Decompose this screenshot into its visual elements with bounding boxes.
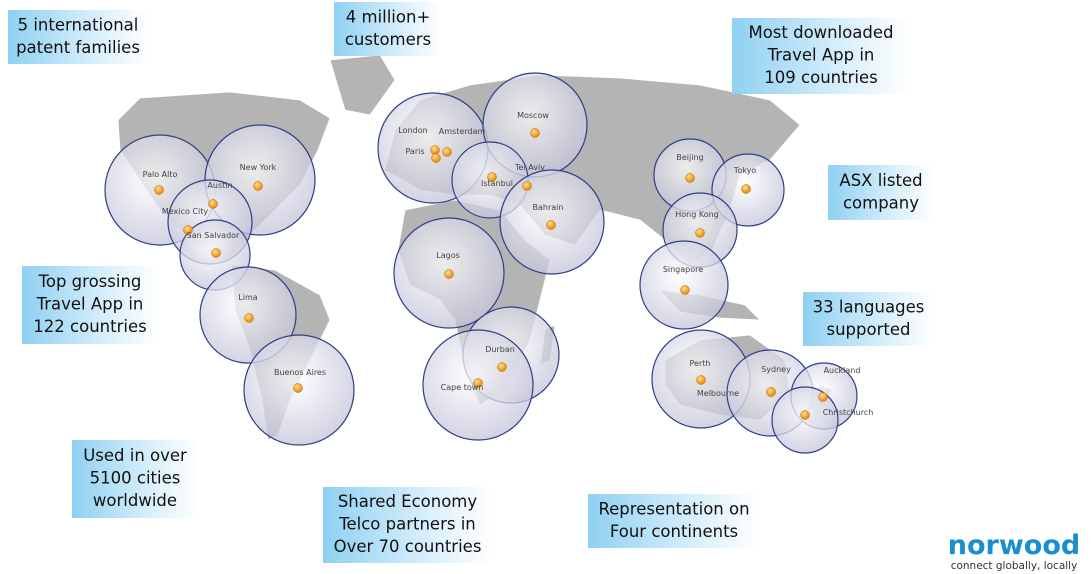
city-dot <box>497 362 507 372</box>
callout-text: worldwide <box>93 491 177 510</box>
callout-box <box>588 494 760 548</box>
callout-text: Used in over <box>83 446 187 465</box>
city-dot <box>430 145 440 155</box>
callout-text: Over 70 countries <box>334 537 482 556</box>
callout-box <box>8 10 148 64</box>
callout-text: ASX listed <box>839 171 922 190</box>
callout-text: Shared Economy <box>338 492 478 511</box>
city-label: Paris <box>405 147 424 156</box>
callout-text: customers <box>345 30 431 49</box>
city-dot <box>800 410 810 420</box>
city-label: Moscow <box>517 111 549 120</box>
city-dot <box>431 153 441 163</box>
city-bubbles: Palo Alto New York Austin Mexico City San Sa… <box>104 72 874 454</box>
callout-text: Travel App in <box>36 295 144 314</box>
city-dot <box>695 228 705 238</box>
city-label: Austin <box>207 181 232 190</box>
city-dot <box>244 313 254 323</box>
city-bubble <box>771 386 839 454</box>
city-label: Auckland <box>824 366 861 375</box>
callout-text: 33 languages <box>813 297 925 316</box>
city-dot <box>183 225 193 235</box>
city-dot <box>818 392 828 402</box>
city-dot <box>442 147 452 157</box>
city-dot <box>293 383 303 393</box>
callout-text: Telco partners in <box>338 515 476 534</box>
city-label: Istanbul <box>481 179 513 188</box>
city-label: Lagos <box>436 251 460 260</box>
city-label: Buenos Aires <box>274 368 326 377</box>
callout-box <box>334 2 442 56</box>
city-label: New York <box>240 163 277 172</box>
city-dot <box>253 181 263 191</box>
city-label: London <box>398 126 427 135</box>
city-dot <box>211 248 221 258</box>
city-label: Lima <box>238 293 257 302</box>
city-label: Amsterdam <box>439 127 486 136</box>
callout-text: Most downloaded <box>748 23 893 42</box>
city-label: Sydney <box>761 365 791 374</box>
callout-text: Representation on <box>598 499 749 518</box>
city-label: Mexico City <box>162 207 208 216</box>
callout-text: Four continents <box>610 522 738 541</box>
callout-text: patent families <box>16 38 140 57</box>
callouts: 5 international patent families 4 million+… <box>8 2 934 563</box>
city-label: Beijing <box>676 153 703 162</box>
callout-box <box>323 487 492 563</box>
callout-box <box>732 18 910 94</box>
city-dot <box>530 128 540 138</box>
city-dot <box>696 375 706 385</box>
city-label: Palo Alto <box>143 170 178 179</box>
callout-text: 109 countries <box>764 68 877 87</box>
callout-text: supported <box>827 320 911 339</box>
logo-tagline: connect globally, locally <box>951 560 1078 572</box>
greenland <box>329 54 396 116</box>
city-dot <box>546 220 556 230</box>
city-dot <box>741 184 751 194</box>
city-dot <box>444 269 454 279</box>
city-dot <box>208 199 218 209</box>
callout-text: 4 million+ <box>346 7 431 26</box>
callout-box <box>828 165 934 220</box>
city-label: San Salvador <box>187 231 240 240</box>
callout-text: 5100 cities <box>90 469 181 488</box>
city-dot <box>473 378 483 388</box>
callout-text: 122 countries <box>33 317 146 336</box>
city-label: Singapore <box>663 265 703 274</box>
callout-box <box>803 292 934 346</box>
city-dot <box>680 285 690 295</box>
city-label: Cape town <box>441 383 484 392</box>
city-label: Hong Kong <box>675 210 719 219</box>
city-label: Bahrain <box>533 203 564 212</box>
city-dot <box>522 181 532 191</box>
logo: norwood <box>948 530 1080 561</box>
city-label: Christchurch <box>823 408 874 417</box>
city-label: Perth <box>690 359 711 368</box>
city-label: Tel Aviv <box>514 163 545 172</box>
callout-box <box>72 440 198 518</box>
callout-text: Travel App in <box>767 46 875 65</box>
city-bubble <box>639 240 729 330</box>
city-dot <box>154 185 164 195</box>
city-label: Durban <box>485 345 515 354</box>
city-dot <box>685 173 695 183</box>
city-label: Tokyo <box>733 166 757 175</box>
callout-text: company <box>843 193 919 212</box>
callout-text: Top grossing <box>38 272 142 291</box>
callout-text: 5 international <box>18 15 139 34</box>
city-label: Melbourne <box>697 389 739 398</box>
city-dot <box>487 172 497 182</box>
city-dot <box>766 387 776 397</box>
callout-box <box>22 266 158 344</box>
